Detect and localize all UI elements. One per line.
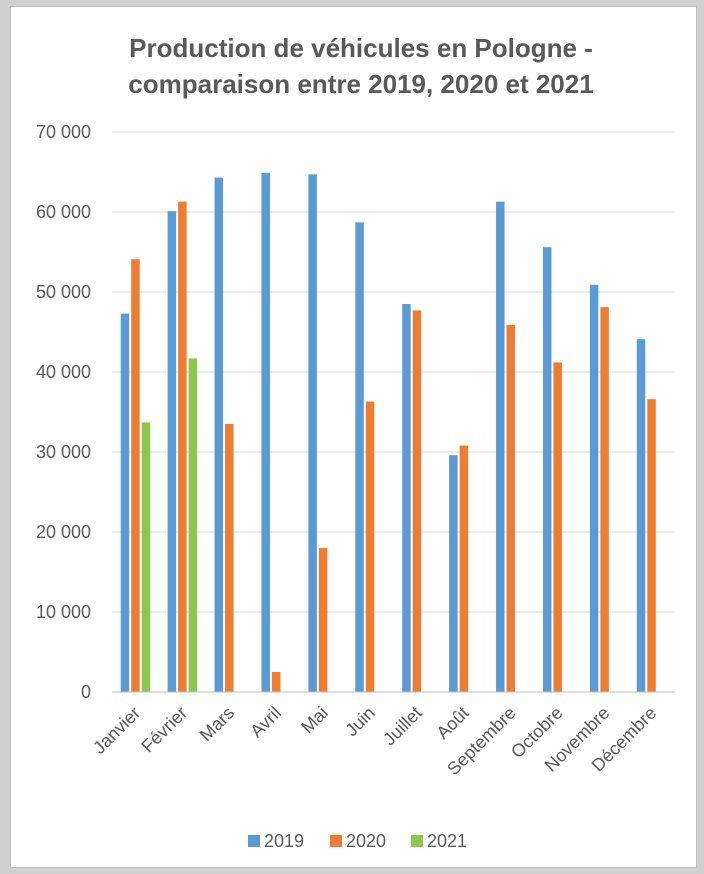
y-tick-label: 10 000 (36, 602, 91, 622)
x-tick-label: Février (137, 703, 191, 757)
bar-2020 (225, 424, 234, 692)
bar-2020 (365, 401, 375, 692)
y-tick-label: 50 000 (36, 282, 91, 302)
bar-2020 (506, 324, 516, 692)
legend-swatch (411, 835, 423, 847)
bar-2019 (308, 174, 317, 692)
x-tick-label: Avril (246, 703, 285, 742)
bar-2019 (449, 455, 458, 692)
bar-2020 (412, 310, 422, 692)
y-tick-label: 20 000 (36, 522, 91, 542)
y-tick-label: 30 000 (36, 442, 91, 462)
bar-2020 (459, 445, 469, 692)
bar-2019 (402, 304, 411, 692)
y-axis-ticks: 0 10 000 20 000 30 000 40 000 50 000 60 000 70 … (36, 122, 91, 702)
chart-title: Production de véhicules en Pologne - com… (128, 33, 593, 99)
legend-label: 2021 (427, 831, 467, 851)
chart-title-line-1: Production de véhicules en Pologne - (129, 33, 593, 63)
y-tick-label: 0 (81, 682, 91, 702)
x-tick-label: Janvier (89, 703, 144, 758)
legend-item-2020: 2020 (330, 831, 386, 851)
bar-2019 (355, 222, 364, 692)
y-tick-label: 40 000 (36, 362, 91, 382)
bar-2019 (542, 247, 552, 692)
bar-2019 (261, 172, 270, 693)
x-tick-label: Mars (196, 703, 238, 745)
bar-2019 (120, 313, 130, 692)
bar-2021 (141, 422, 151, 692)
x-tick-label: Juin (341, 703, 378, 740)
legend-label: 2019 (264, 831, 304, 851)
y-tick-label: 70 000 (36, 122, 91, 142)
legend: 2019 2020 2021 (248, 831, 467, 851)
bar-2019 (214, 177, 224, 693)
gridlines (112, 131, 675, 613)
bar-2019 (636, 339, 646, 692)
legend-item-2021: 2021 (411, 831, 467, 851)
bar-2020 (647, 399, 656, 692)
legend-label: 2020 (346, 831, 386, 851)
bar-2019 (167, 211, 177, 692)
bar-2020 (318, 548, 328, 692)
bar-2020 (600, 307, 609, 692)
y-tick-label: 60 000 (36, 202, 91, 222)
x-tick-label: Juillet (379, 703, 426, 750)
legend-swatch (248, 835, 260, 847)
bar-2020 (178, 201, 187, 692)
bar-2020 (553, 362, 562, 692)
x-tick-label: Mai (297, 703, 332, 738)
x-tick-label: Août (432, 703, 472, 743)
bar-2021 (188, 358, 198, 692)
legend-item-2019: 2019 (248, 831, 304, 851)
bars (120, 172, 656, 693)
bar-2019 (496, 201, 505, 692)
bar-2020 (131, 259, 140, 692)
bar-2019 (589, 284, 599, 692)
chart-title-line-2: comparaison entre 2019, 2020 et 2021 (128, 69, 593, 99)
legend-swatch (330, 835, 342, 847)
bar-2020 (271, 672, 281, 692)
